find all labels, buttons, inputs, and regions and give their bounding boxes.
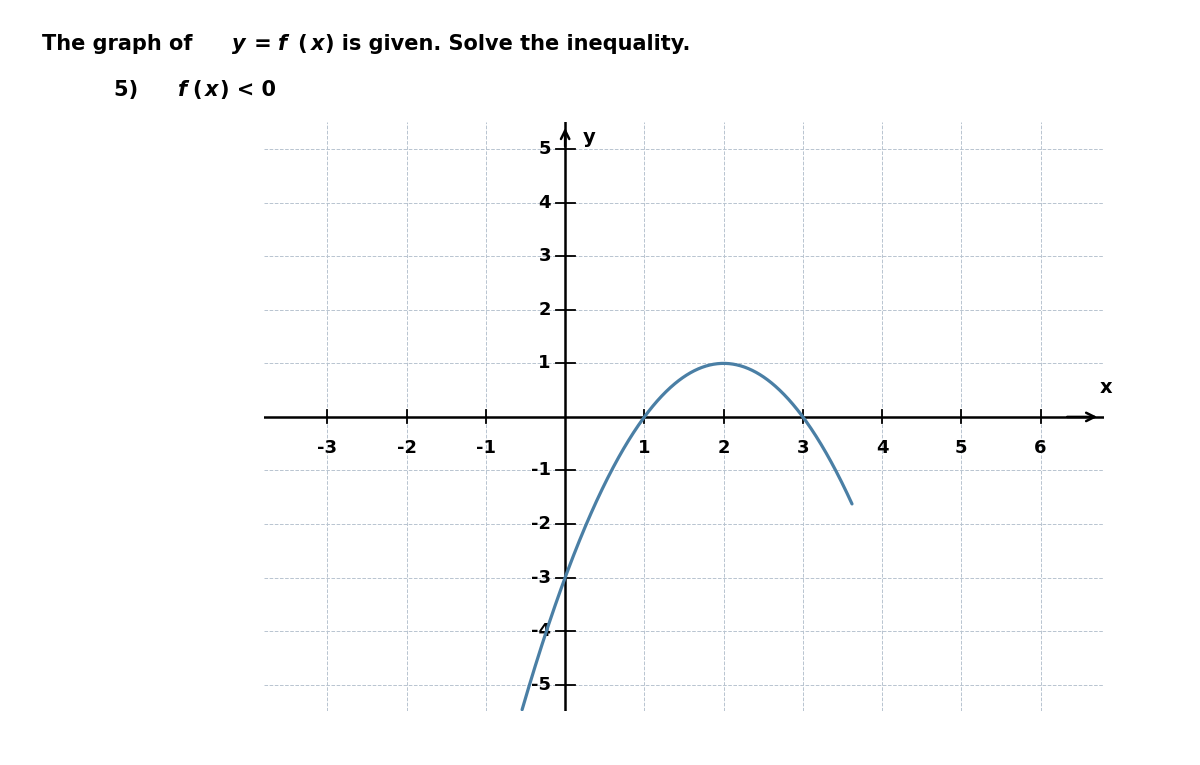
Text: -3: -3 — [530, 568, 551, 587]
Text: ) is given. Solve the inequality.: ) is given. Solve the inequality. — [325, 34, 690, 54]
Text: y: y — [582, 128, 595, 147]
Text: -2: -2 — [530, 515, 551, 533]
Text: x: x — [205, 80, 218, 100]
Text: f: f — [278, 34, 288, 54]
Text: ) < 0: ) < 0 — [220, 80, 276, 100]
Text: y: y — [232, 34, 245, 54]
Text: 2: 2 — [718, 439, 730, 457]
Text: x: x — [311, 34, 324, 54]
Text: The graph of: The graph of — [42, 34, 199, 54]
Text: 2: 2 — [539, 301, 551, 319]
Text: (: ( — [192, 80, 202, 100]
Text: 1: 1 — [638, 439, 650, 457]
Text: 1: 1 — [539, 354, 551, 373]
Text: 3: 3 — [797, 439, 809, 457]
Text: 3: 3 — [539, 247, 551, 265]
Text: -5: -5 — [530, 675, 551, 694]
Text: 4: 4 — [539, 194, 551, 212]
Text: -1: -1 — [476, 439, 496, 457]
Text: 4: 4 — [876, 439, 888, 457]
Text: 6: 6 — [1034, 439, 1046, 457]
Text: 5): 5) — [114, 80, 160, 100]
Text: -2: -2 — [397, 439, 416, 457]
Text: f: f — [178, 80, 187, 100]
Text: x: x — [1100, 378, 1112, 396]
Text: (: ( — [294, 34, 307, 54]
Text: -1: -1 — [530, 461, 551, 480]
Text: 5: 5 — [955, 439, 967, 457]
Text: =: = — [250, 34, 276, 54]
Text: -4: -4 — [530, 622, 551, 640]
Text: -3: -3 — [317, 439, 337, 457]
Text: 5: 5 — [539, 140, 551, 158]
